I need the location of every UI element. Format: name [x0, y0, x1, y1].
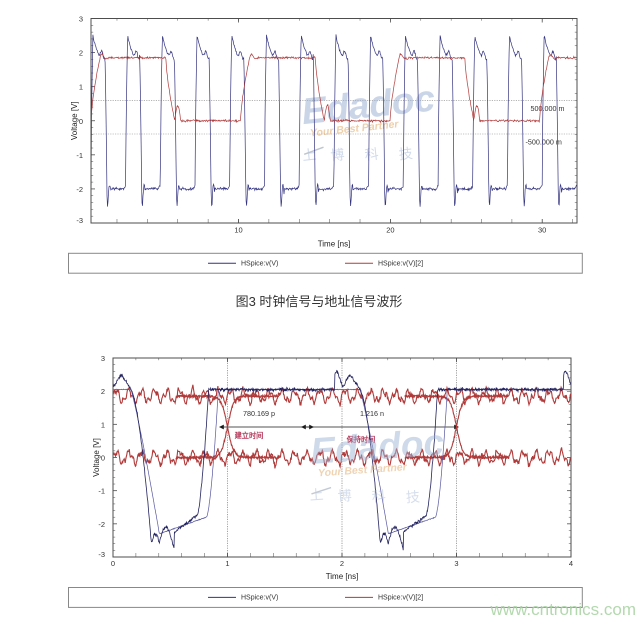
svg-text:1: 1 [101, 420, 105, 429]
svg-text:-1: -1 [76, 151, 83, 160]
svg-text:2: 2 [340, 559, 344, 568]
svg-text:3: 3 [454, 559, 458, 568]
svg-text:500.000 m: 500.000 m [531, 104, 565, 113]
svg-text:www.cntronics.com: www.cntronics.com [490, 600, 636, 619]
svg-text:-3: -3 [98, 550, 105, 559]
svg-text:1.216 n: 1.216 n [360, 409, 384, 418]
svg-text:建立时间: 建立时间 [235, 431, 264, 440]
svg-text:2: 2 [79, 49, 83, 58]
svg-text:博: 博 [337, 487, 352, 504]
svg-text:科: 科 [371, 488, 386, 505]
svg-text:1: 1 [225, 559, 229, 568]
svg-text:20: 20 [386, 226, 394, 235]
svg-text:4: 4 [569, 559, 573, 568]
svg-text:30: 30 [538, 226, 546, 235]
svg-text:-1: -1 [98, 487, 105, 496]
svg-text:1: 1 [79, 83, 83, 92]
svg-text:0: 0 [111, 559, 115, 568]
svg-text:技: 技 [398, 145, 414, 162]
svg-text:HSpice:v(V): HSpice:v(V) [241, 595, 278, 602]
svg-text:Time [ns]: Time [ns] [326, 572, 359, 581]
svg-text:-2: -2 [76, 185, 83, 194]
svg-text:技: 技 [405, 488, 420, 505]
svg-text:0: 0 [101, 454, 105, 463]
svg-text:-2: -2 [98, 520, 105, 529]
svg-text:-500.000 m: -500.000 m [526, 138, 562, 147]
svg-text:HSpice:v(V): HSpice:v(V) [241, 261, 278, 268]
svg-text:3: 3 [79, 15, 83, 24]
svg-text:上: 上 [309, 486, 324, 503]
svg-text:HSpice:v(V)[2]: HSpice:v(V)[2] [378, 595, 423, 602]
svg-text:科: 科 [364, 146, 380, 163]
svg-text:Voltage [V]: Voltage [V] [92, 438, 101, 477]
svg-text:-3: -3 [76, 216, 83, 225]
svg-text:Voltage [V]: Voltage [V] [70, 101, 79, 140]
svg-text:780.169 p: 780.169 p [243, 409, 275, 418]
svg-text:10: 10 [234, 226, 242, 235]
svg-text:图3 时钟信号与地址信号波形: 图3 时钟信号与地址信号波形 [236, 294, 403, 309]
svg-text:3: 3 [101, 354, 105, 363]
svg-text:博: 博 [330, 146, 346, 163]
svg-text:2: 2 [101, 387, 105, 396]
svg-text:HSpice:v(V)[2]: HSpice:v(V)[2] [378, 261, 423, 268]
svg-text:0: 0 [79, 117, 83, 126]
svg-text:Time [ns]: Time [ns] [318, 240, 351, 249]
